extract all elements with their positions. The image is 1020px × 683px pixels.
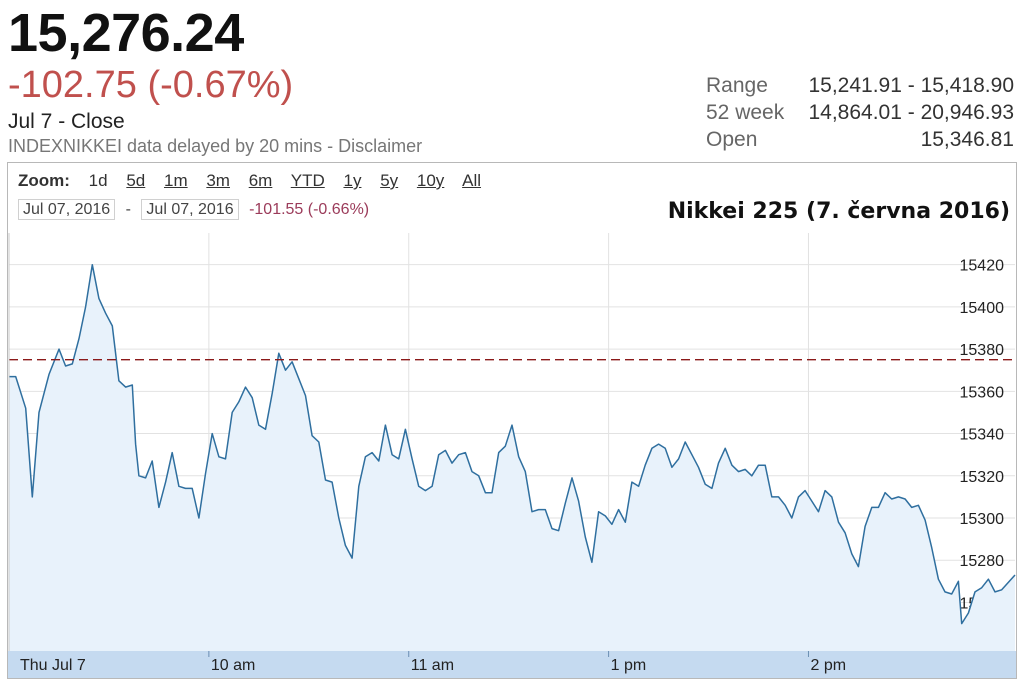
y-tick-label: 15340: [960, 427, 1005, 444]
index-change: -102.75 (-0.67%): [8, 64, 294, 106]
stat-value: 15,241.91 - 15,418.90: [808, 74, 1014, 97]
y-tick-label: 15280: [960, 553, 1005, 570]
y-tick-label: 15380: [960, 342, 1005, 359]
stat-row-52-week: 52 week 14,864.01 - 20,946.93: [706, 101, 1014, 128]
y-tick-label: 15420: [960, 258, 1005, 275]
zoom-5d[interactable]: 5d: [126, 171, 146, 190]
x-tick-label: 1 pm: [611, 657, 647, 674]
zoom-6m[interactable]: 6m: [248, 171, 273, 190]
date-separator: -: [125, 201, 131, 218]
date-to-field[interactable]: Jul 07, 2016: [141, 199, 239, 220]
range-change: -101.55 (-0.66%): [249, 201, 370, 218]
delay-disclaimer[interactable]: INDEXNIKKEI data delayed by 20 mins - Di…: [8, 136, 423, 156]
series-line: [9, 263, 1016, 625]
y-tick-label: 15320: [960, 469, 1005, 486]
x-tick-label: 10 am: [211, 657, 255, 674]
y-tick-label: 15400: [960, 300, 1005, 317]
stat-value: 14,864.01 - 20,946.93: [808, 101, 1014, 124]
price-chart[interactable]: 1526015280153001532015340153601538015400…: [8, 163, 1016, 678]
zoom-5y[interactable]: 5y: [380, 171, 399, 190]
date-from-field[interactable]: Jul 07, 2016: [18, 199, 116, 220]
x-tick-label: 11 am: [411, 657, 454, 674]
zoom-all[interactable]: All: [462, 171, 482, 190]
zoom-10y[interactable]: 10y: [416, 171, 445, 190]
stat-label: Range: [706, 74, 768, 97]
chart-title: Nikkei 225 (7. června 2016): [667, 199, 1010, 224]
x-tick-label: Thu Jul 7: [20, 657, 86, 674]
zoom-label: Zoom:: [18, 171, 70, 190]
stat-value: 15,346.81: [920, 128, 1014, 151]
stat-label: 52 week: [706, 101, 785, 124]
y-tick-label: 15300: [960, 511, 1005, 528]
index-price: 15,276.24: [8, 3, 244, 63]
stat-label: Open: [706, 128, 758, 151]
close-label: Jul 7 - Close: [8, 110, 125, 133]
chart-panel: 1526015280153001532015340153601538015400…: [7, 162, 1017, 679]
date-range: Jul 07, 2016 - Jul 07, 2016 -101.55 (-0.…: [18, 199, 370, 220]
stat-row-range: Range 15,241.91 - 15,418.90: [706, 74, 1014, 101]
stats-table: Range 15,241.91 - 15,418.90 52 week 14,8…: [706, 74, 1014, 155]
zoom-bar: Zoom: 1d 5d 1m 3m 6m YTD 1y 5y 10y All: [18, 171, 495, 191]
zoom-1d[interactable]: 1d: [88, 171, 108, 190]
series-area: [9, 264, 1015, 651]
stat-row-open: Open 15,346.81: [706, 128, 1014, 155]
x-axis-band: [8, 651, 1016, 678]
x-tick-label: 2 pm: [810, 657, 846, 674]
zoom-ytd[interactable]: YTD: [290, 171, 325, 190]
zoom-3m[interactable]: 3m: [206, 171, 230, 190]
y-tick-label: 15360: [960, 384, 1005, 401]
zoom-1m[interactable]: 1m: [163, 171, 188, 190]
zoom-1y[interactable]: 1y: [343, 171, 362, 190]
